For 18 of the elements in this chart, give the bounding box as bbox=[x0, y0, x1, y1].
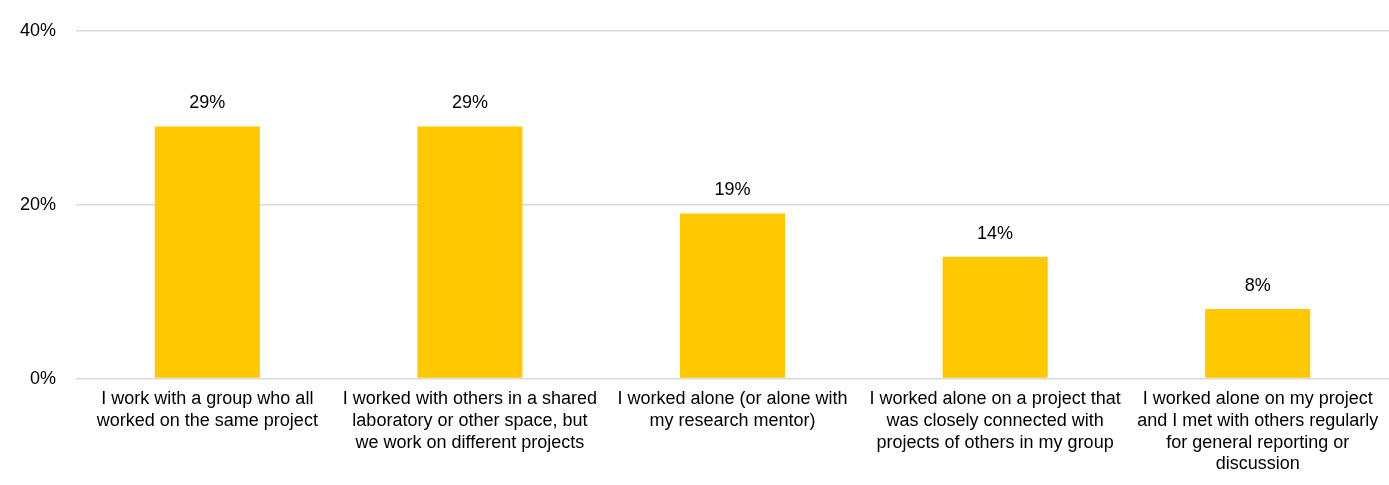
y-tick-label: 0% bbox=[30, 367, 57, 388]
x-tick-label: I worked with others in a shared laboratory or other space, but we work on different projects bbox=[342, 388, 597, 452]
bar bbox=[942, 256, 1048, 378]
x-tick-label: I worked alone on my project and I met with others regularly for general reporting or discussion bbox=[1137, 388, 1379, 474]
bar bbox=[679, 213, 786, 378]
y-tick-label: 40% bbox=[20, 19, 57, 40]
data-label: 29% bbox=[451, 92, 488, 113]
x-tick-label: I work with a group who all worked on the same project bbox=[95, 388, 318, 430]
y-tick-label: 20% bbox=[20, 193, 57, 214]
data-label: 14% bbox=[977, 222, 1014, 243]
bar bbox=[1205, 309, 1311, 378]
bar bbox=[154, 126, 260, 378]
x-tick-label: I worked alone (or alone with my research mentor) bbox=[617, 388, 848, 430]
x-tick-label: I worked alone on a project that was closely connected with projects of others in my group bbox=[869, 388, 1121, 452]
data-label: 8% bbox=[1244, 275, 1271, 296]
bar bbox=[417, 126, 523, 378]
data-label: 19% bbox=[714, 179, 751, 200]
data-label: 29% bbox=[189, 92, 226, 113]
